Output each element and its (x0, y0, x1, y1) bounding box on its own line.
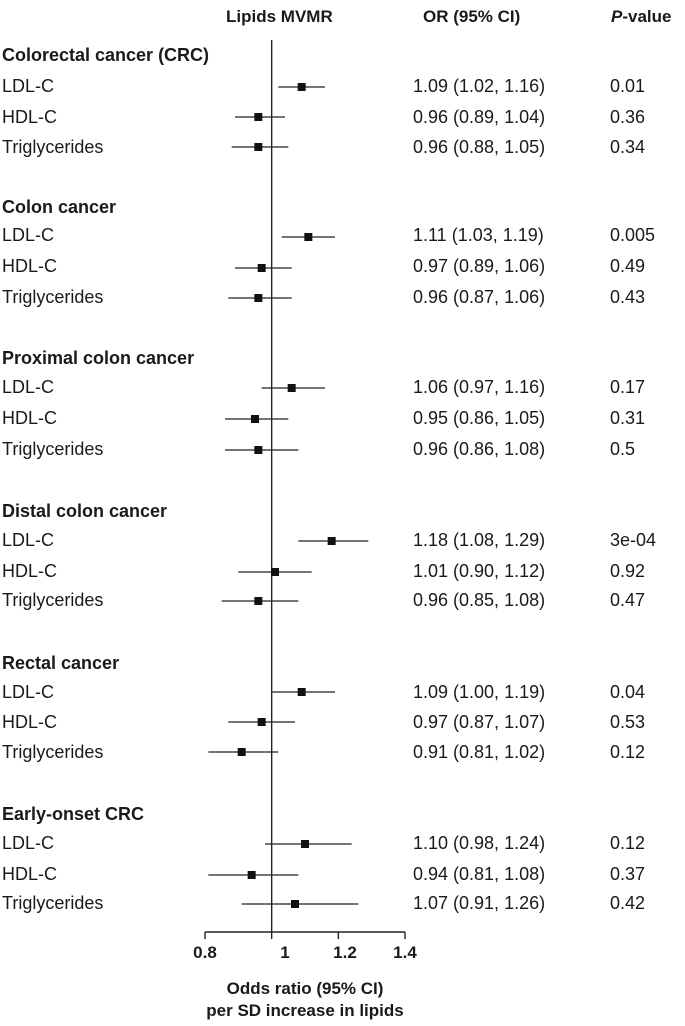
or-column-header: OR (95% CI) (423, 7, 521, 26)
row-or: 1.18 (1.08, 1.29) (413, 530, 546, 550)
group-title: Proximal colon cancer (2, 348, 195, 368)
p-value-column-header: P-value (611, 7, 671, 27)
group-title: Early-onset CRC (2, 804, 145, 824)
row-or: 0.95 (0.86, 1.05) (413, 408, 546, 428)
p-italic: P (611, 7, 623, 26)
row-or: 0.96 (0.89, 1.04) (413, 107, 546, 127)
row-label: Triglycerides (2, 893, 104, 913)
row-or: 0.97 (0.89, 1.06) (413, 256, 546, 276)
row-or: 1.07 (0.91, 1.26) (413, 893, 546, 913)
row-label: Triglycerides (2, 287, 104, 307)
row-p-value: 0.42 (610, 893, 646, 913)
row-p-value: 0.47 (610, 590, 646, 610)
p-rest: -value (622, 7, 672, 26)
row-or: 1.06 (0.97, 1.16) (413, 377, 546, 397)
point-estimate (254, 294, 263, 302)
row-label: LDL-C (2, 530, 55, 550)
point-estimate (254, 143, 263, 151)
row-p-value: 0.005 (610, 225, 656, 245)
point-estimate (257, 264, 266, 272)
point-estimate (297, 83, 306, 91)
row-p-value: 0.43 (610, 287, 646, 307)
row-or: 0.97 (0.87, 1.07) (413, 712, 546, 732)
row-label: LDL-C (2, 833, 55, 853)
row-or: 0.96 (0.85, 1.08) (413, 590, 546, 610)
row-label: LDL-C (2, 76, 55, 96)
row-p-value: 0.17 (610, 377, 646, 397)
row-p-value: 0.34 (610, 137, 646, 157)
row-label: HDL-C (2, 561, 58, 581)
point-estimate (251, 415, 259, 423)
row-or: 1.11 (1.03, 1.19) (413, 225, 544, 245)
x-tick-label: 1 (280, 943, 290, 962)
x-tick-label: 1.4 (393, 943, 417, 962)
row-or: 0.96 (0.88, 1.05) (413, 137, 546, 157)
x-axis-title: Odds ratio (95% CI) per SD increase in l… (140, 978, 470, 1022)
row-label: Triglycerides (2, 742, 104, 762)
point-estimate (291, 900, 299, 908)
row-p-value: 0.92 (610, 561, 646, 581)
row-p-value: 0.12 (610, 742, 646, 762)
row-label: HDL-C (2, 408, 58, 428)
row-or: 0.96 (0.86, 1.08) (413, 439, 546, 459)
row-label: HDL-C (2, 256, 58, 276)
row-label: HDL-C (2, 107, 58, 127)
point-estimate (247, 871, 256, 879)
point-estimate (257, 718, 266, 726)
x-axis-title-line2: per SD increase in lipids (206, 1001, 404, 1020)
row-label: HDL-C (2, 712, 58, 732)
row-or: 1.10 (0.98, 1.24) (413, 833, 546, 853)
point-estimate (254, 446, 263, 454)
point-estimate (287, 384, 296, 392)
row-p-value: 0.01 (610, 76, 646, 96)
row-p-value: 0.53 (610, 712, 646, 732)
row-p-value: 0.31 (610, 408, 646, 428)
point-estimate (254, 597, 263, 605)
plot-header: Lipids MVMR (226, 7, 333, 26)
point-estimate (304, 233, 313, 241)
group-title: Colon cancer (2, 197, 117, 217)
x-tick-label: 1.2 (333, 943, 357, 962)
row-or: 0.96 (0.87, 1.06) (413, 287, 546, 307)
row-p-value: 0.36 (610, 107, 646, 127)
row-p-value: 0.5 (610, 439, 636, 459)
row-p-value: 0.04 (610, 682, 646, 702)
row-or: 0.94 (0.81, 1.08) (413, 864, 546, 884)
row-p-value: 0.12 (610, 833, 646, 853)
row-p-value: 3e-04 (610, 530, 657, 550)
row-label: HDL-C (2, 864, 58, 884)
row-p-value: 0.49 (610, 256, 646, 276)
row-or: 1.09 (1.00, 1.19) (413, 682, 546, 702)
row-label: LDL-C (2, 377, 55, 397)
group-title: Distal colon cancer (2, 501, 168, 521)
point-estimate (237, 748, 246, 756)
point-estimate (301, 840, 309, 848)
point-estimate (297, 688, 306, 696)
row-or: 1.09 (1.02, 1.16) (413, 76, 546, 96)
point-estimate (327, 537, 336, 545)
point-estimate (254, 113, 263, 121)
point-estimate (271, 568, 279, 576)
row-or: 1.01 (0.90, 1.12) (413, 561, 546, 581)
row-or: 0.91 (0.81, 1.02) (413, 742, 546, 762)
row-label: LDL-C (2, 682, 55, 702)
row-label: LDL-C (2, 225, 55, 245)
group-title: Colorectal cancer (CRC) (2, 45, 210, 65)
group-title: Rectal cancer (2, 653, 120, 673)
x-axis-title-line1: Odds ratio (95% CI) (226, 979, 384, 998)
row-p-value: 0.37 (610, 864, 646, 884)
row-label: Triglycerides (2, 137, 104, 157)
row-label: Triglycerides (2, 439, 104, 459)
row-label: Triglycerides (2, 590, 104, 610)
x-tick-label: 0.8 (193, 943, 217, 962)
